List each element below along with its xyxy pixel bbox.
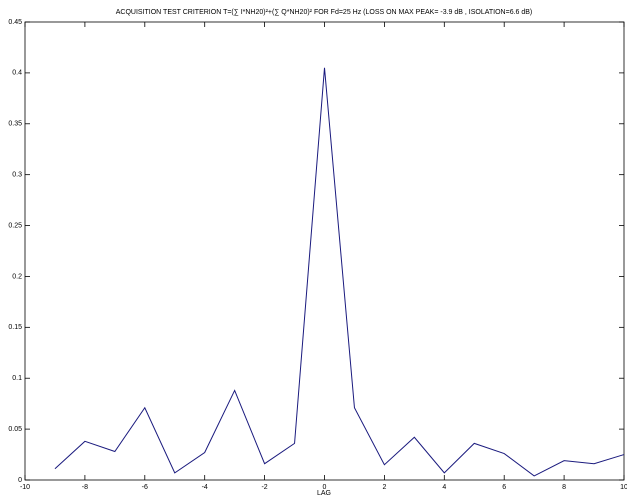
y-tick-label: 0.35 — [8, 121, 22, 128]
y-tick-label: 0.25 — [8, 222, 22, 229]
x-tick-label: 0 — [323, 484, 327, 491]
x-tick-label: 6 — [502, 484, 506, 491]
x-tick-label: -4 — [202, 484, 208, 491]
x-tick-label: 4 — [442, 484, 446, 491]
y-tick-label: 0.15 — [8, 324, 22, 331]
y-tick-label: 0.05 — [8, 426, 22, 433]
y-tick-label: 0.4 — [12, 70, 22, 77]
y-tick-label: 0.1 — [12, 375, 22, 382]
x-tick-label: 10 — [620, 484, 627, 491]
x-tick-label: -2 — [261, 484, 267, 491]
y-tick-label: 0.2 — [12, 273, 22, 280]
x-tick-label: 8 — [562, 484, 566, 491]
y-tick-label: 0.45 — [8, 19, 22, 26]
y-tick-label: 0.3 — [12, 172, 22, 179]
plot-frame — [24, 21, 625, 481]
y-tick-label: 0 — [18, 477, 22, 484]
x-tick-label: -6 — [142, 484, 148, 491]
x-tick-label: 2 — [382, 484, 386, 491]
x-axis-label: LAG — [317, 490, 331, 497]
x-tick-label: -8 — [82, 484, 88, 491]
x-tick-label: -10 — [20, 484, 30, 491]
data-line — [54, 67, 625, 477]
chart-title: ACQUISITION TEST CRITERION T=(∑ I*NH20)²… — [116, 9, 533, 16]
